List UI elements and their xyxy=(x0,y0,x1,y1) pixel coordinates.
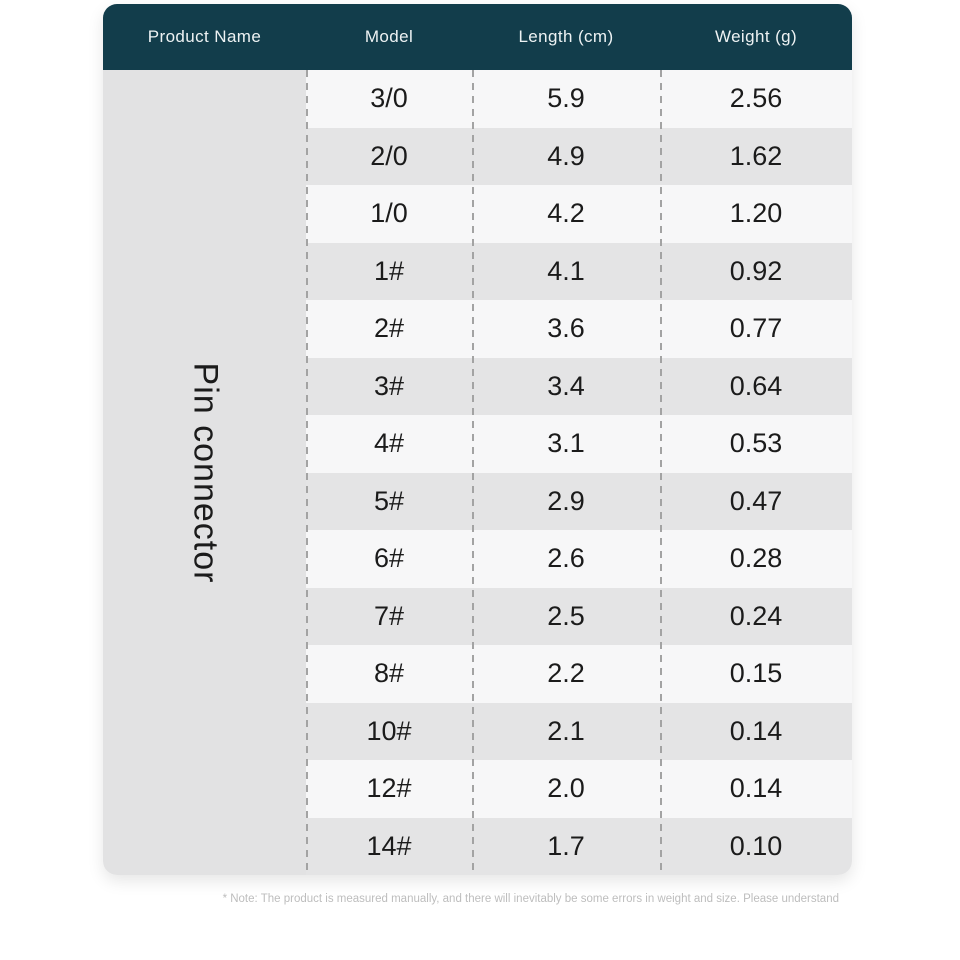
cell-weight: 0.47 xyxy=(729,485,783,516)
table-row: 1# 4.1 0.92 xyxy=(306,242,852,300)
table-row: 7# 2.5 0.24 xyxy=(306,587,852,645)
table-row: 2/0 4.9 1.62 xyxy=(306,127,852,185)
cell-model: 12# xyxy=(366,773,412,804)
table-row: 14# 1.7 0.10 xyxy=(306,817,852,875)
cell-weight: 0.24 xyxy=(729,600,783,631)
product-name-column: Pin connector xyxy=(103,70,306,875)
cell-weight: 0.53 xyxy=(729,428,783,459)
cell-length: 2.9 xyxy=(547,485,585,516)
cell-length: 3.1 xyxy=(547,428,585,459)
cell-length: 2.5 xyxy=(547,600,585,631)
table-row: 1/0 4.2 1.20 xyxy=(306,185,852,243)
cell-model: 14# xyxy=(366,830,412,861)
cell-model: 2/0 xyxy=(370,140,408,171)
table-row: 8# 2.2 0.15 xyxy=(306,645,852,703)
cell-model: 5# xyxy=(373,485,405,516)
cell-model: 8# xyxy=(373,658,405,689)
table-row: 12# 2.0 0.14 xyxy=(306,760,852,818)
footnote: * Note: The product is measured manually… xyxy=(222,893,839,905)
table-row: 3# 3.4 0.64 xyxy=(306,357,852,415)
table-row: 3/0 5.9 2.56 xyxy=(306,70,852,128)
cell-model: 3# xyxy=(373,370,405,401)
cell-weight: 0.77 xyxy=(729,313,783,344)
cell-model: 2# xyxy=(373,313,405,344)
header-length: Length (cm) xyxy=(518,27,614,46)
cell-weight: 1.62 xyxy=(729,140,783,171)
cell-length: 2.1 xyxy=(547,715,585,746)
cell-model: 1# xyxy=(373,255,405,286)
table-rows: 3/0 5.9 2.56 2/0 4.9 1.62 1/0 4.2 1.20 1# 4.1 0.92 2… xyxy=(306,70,852,875)
cell-model: 1/0 xyxy=(370,198,408,229)
cell-model: 6# xyxy=(373,543,405,574)
cell-weight: 0.10 xyxy=(729,830,783,861)
cell-weight: 0.64 xyxy=(729,370,783,401)
header-model: Model xyxy=(364,27,414,46)
cell-weight: 0.92 xyxy=(729,255,783,286)
table-row: 4# 3.1 0.53 xyxy=(306,415,852,473)
cell-length: 1.7 xyxy=(547,830,585,861)
cell-length: 4.1 xyxy=(547,255,585,286)
cell-model: 7# xyxy=(373,600,405,631)
cell-length: 3.6 xyxy=(547,313,585,344)
header-weight: Weight (g) xyxy=(714,27,798,46)
cell-length: 2.2 xyxy=(547,658,585,689)
cell-length: 4.9 xyxy=(547,140,585,171)
cell-model: 3/0 xyxy=(370,83,408,114)
cell-weight: 0.14 xyxy=(729,715,783,746)
cell-model: 4# xyxy=(373,428,405,459)
cell-model: 10# xyxy=(366,715,412,746)
cell-length: 2.6 xyxy=(547,543,585,574)
table-body: Pin connector 3/0 5.9 2.56 2/0 4.9 1.62 1/0 4.2… xyxy=(103,70,852,875)
table-row: 5# 2.9 0.47 xyxy=(306,472,852,530)
cell-weight: 0.14 xyxy=(729,773,783,804)
cell-length: 2.0 xyxy=(547,773,585,804)
table-row: 2# 3.6 0.77 xyxy=(306,300,852,358)
product-name-label: Pin connector xyxy=(186,362,224,583)
spec-table-card: Product Name Model Length (cm) Weight (g… xyxy=(103,4,852,875)
table-row: 6# 2.6 0.28 xyxy=(306,530,852,588)
table-header-row: Product Name Model Length (cm) Weight (g… xyxy=(103,4,852,70)
cell-weight: 1.20 xyxy=(729,198,783,229)
cell-length: 3.4 xyxy=(547,370,585,401)
cell-length: 5.9 xyxy=(547,83,585,114)
table-row: 10# 2.1 0.14 xyxy=(306,702,852,760)
cell-weight: 0.15 xyxy=(729,658,783,689)
header-product-name: Product Name xyxy=(147,27,262,46)
cell-weight: 0.28 xyxy=(729,543,783,574)
cell-weight: 2.56 xyxy=(729,83,783,114)
cell-length: 4.2 xyxy=(547,198,585,229)
